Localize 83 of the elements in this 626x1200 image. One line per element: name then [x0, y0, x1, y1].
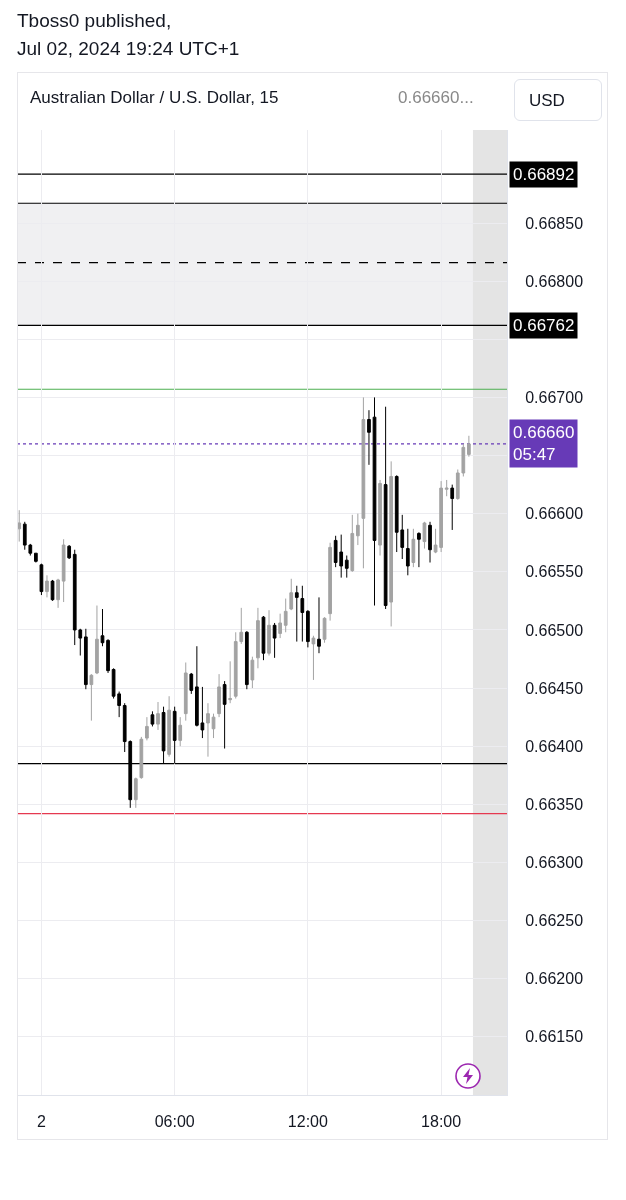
candlestick	[367, 409, 371, 466]
chart-subtitle: Jul 02, 2024 19:24 UTC+1	[17, 38, 240, 60]
candlestick	[89, 673, 94, 722]
y-tick-label: 0.66850	[525, 214, 584, 232]
candlestick	[83, 628, 88, 690]
candlestick	[150, 710, 155, 727]
candlestick	[372, 396, 377, 607]
candlestick	[350, 514, 355, 573]
candlestick	[422, 521, 427, 550]
candlestick	[278, 613, 282, 639]
candlestick	[67, 544, 72, 560]
candlestick	[261, 615, 266, 661]
candlestick	[145, 716, 149, 741]
candlestick	[317, 596, 321, 654]
y-tick-label: 0.66500	[525, 621, 584, 639]
x-tick-label: 2	[36, 1113, 46, 1131]
x-tick-label: 18:00	[421, 1113, 462, 1131]
text: Australian Dollar / U.S. Dollar, 15	[30, 88, 279, 108]
candlestick	[450, 484, 455, 531]
candlestick	[61, 538, 66, 603]
candlestick	[39, 563, 44, 596]
candlestick	[34, 552, 38, 564]
x-tick-label: 12:00	[287, 1113, 329, 1131]
y-tick-label: 0.66300	[525, 854, 584, 872]
ref-line-label: 0.66762	[513, 316, 575, 335]
candlestick	[183, 661, 188, 722]
candlestick	[444, 479, 449, 497]
y-tick-label: 0.66700	[525, 389, 584, 407]
candlestick	[283, 598, 288, 633]
y-tick-label: 0.66150	[525, 1028, 584, 1046]
candlestick	[244, 630, 249, 690]
y-tick-label: 0.66600	[525, 505, 584, 523]
candlestick	[250, 656, 255, 689]
candlestick	[300, 585, 305, 643]
y-tick-label: 0.66800	[525, 272, 584, 290]
candlestick	[178, 716, 183, 747]
candlestick	[428, 521, 432, 564]
candlestick	[378, 479, 382, 557]
candlestick	[306, 609, 310, 648]
candlestick	[139, 736, 144, 780]
chart-title: Tboss0 published,	[17, 10, 172, 32]
candlestick	[95, 605, 99, 675]
candlestick	[222, 680, 227, 750]
text: USD	[514, 79, 602, 121]
y-tick-label: 0.66350	[525, 795, 584, 813]
candlestick	[361, 396, 366, 569]
text: 0.66660...	[398, 88, 474, 108]
y-tick-label: 0.66400	[525, 737, 584, 755]
y-tick-label: 0.66550	[525, 563, 584, 581]
candlestick	[405, 528, 410, 576]
candlestick	[189, 672, 194, 695]
y-tick-label: 0.66250	[525, 912, 584, 930]
candlestick	[211, 713, 216, 739]
candlestick	[56, 578, 60, 609]
candlestick	[383, 406, 388, 610]
candlestick	[328, 542, 332, 622]
candlestick	[217, 673, 221, 718]
candlestick	[133, 777, 138, 809]
candlestick	[311, 635, 316, 681]
candlestick	[156, 701, 160, 731]
candlestick	[167, 695, 171, 758]
candlestick	[256, 607, 260, 669]
candlestick	[206, 702, 210, 758]
y-tick-label: 0.66450	[525, 679, 584, 697]
candlestick	[467, 435, 471, 458]
candlestick	[272, 622, 277, 659]
candlestick	[17, 509, 22, 543]
y-tick-label: 0.66200	[525, 970, 584, 988]
candlestick	[294, 585, 299, 643]
ref-line-label: 0.66660 05:47	[513, 423, 575, 465]
candlestick	[289, 578, 294, 611]
candlestick	[267, 609, 271, 657]
candlestick	[228, 660, 233, 704]
candlestick	[411, 528, 416, 568]
candlestick	[389, 460, 394, 627]
candlestick	[355, 513, 360, 546]
candlestick	[50, 579, 55, 602]
ref-line-label: 0.66892	[513, 165, 575, 184]
candlestick	[344, 555, 349, 579]
x-tick-label: 06:00	[154, 1113, 195, 1131]
candlestick	[45, 574, 49, 598]
candlestick	[322, 616, 327, 644]
candlestick	[417, 531, 421, 568]
